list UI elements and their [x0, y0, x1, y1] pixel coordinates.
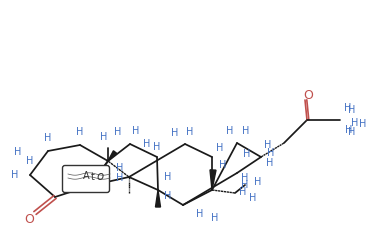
- Text: o: o: [96, 170, 104, 183]
- Text: H: H: [226, 126, 234, 136]
- Text: H: H: [216, 143, 224, 153]
- Text: H: H: [26, 156, 34, 166]
- Text: H: H: [143, 139, 151, 149]
- Text: H: H: [351, 118, 359, 128]
- Text: H: H: [266, 158, 274, 168]
- Text: H: H: [242, 126, 250, 136]
- Text: H: H: [211, 213, 219, 223]
- FancyBboxPatch shape: [62, 166, 110, 192]
- Text: H: H: [243, 149, 251, 159]
- Text: H: H: [196, 209, 204, 219]
- Text: H: H: [132, 126, 140, 136]
- Text: H: H: [239, 187, 247, 197]
- Polygon shape: [210, 170, 216, 190]
- Text: H: H: [241, 180, 249, 190]
- Text: H: H: [254, 177, 262, 187]
- Polygon shape: [156, 190, 161, 207]
- Text: H: H: [114, 127, 122, 137]
- Text: H: H: [116, 173, 124, 183]
- Text: H: H: [264, 140, 272, 150]
- Polygon shape: [108, 151, 116, 161]
- Text: H: H: [164, 172, 172, 182]
- Text: H: H: [100, 132, 108, 142]
- Text: H: H: [76, 127, 84, 137]
- Text: H: H: [348, 105, 356, 115]
- Text: H: H: [241, 173, 249, 183]
- Text: H: H: [116, 163, 124, 173]
- Text: H: H: [249, 193, 257, 203]
- Text: H: H: [344, 103, 352, 113]
- Text: H: H: [186, 127, 194, 137]
- Text: H: H: [348, 127, 356, 137]
- Text: H: H: [359, 119, 367, 129]
- Text: H: H: [171, 128, 179, 138]
- Text: H: H: [345, 125, 353, 135]
- Text: H: H: [11, 170, 19, 180]
- Text: O: O: [303, 88, 313, 102]
- Text: H: H: [267, 148, 275, 158]
- Text: H: H: [45, 133, 52, 143]
- Text: H: H: [14, 147, 22, 157]
- Text: A: A: [83, 171, 89, 181]
- Text: H: H: [153, 142, 161, 152]
- Text: H: H: [164, 191, 172, 201]
- Text: t: t: [91, 172, 95, 182]
- Text: H: H: [219, 160, 227, 170]
- Text: O: O: [24, 212, 34, 226]
